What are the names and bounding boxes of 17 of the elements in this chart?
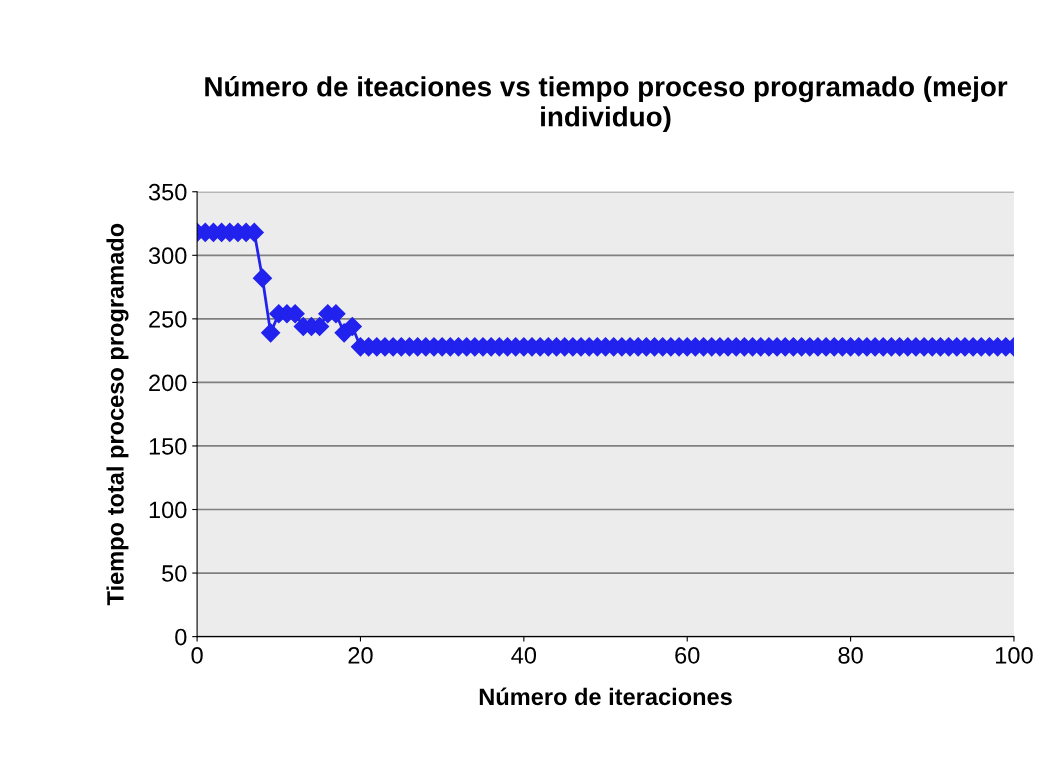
x-tick-label: 0: [191, 646, 203, 664]
x-axis-title: Número de iteraciones: [479, 687, 732, 706]
x-tick-label: 100: [996, 646, 1033, 664]
y-tick-label: 0: [175, 628, 187, 646]
x-tick-label: 80: [838, 646, 863, 664]
x-tick-label: 20: [348, 646, 373, 664]
x-tick-label: 60: [675, 646, 700, 664]
chart-title: Número de iteaciones vs tiempo proceso programado (mejor individuo): [205, 75, 1008, 133]
y-tick-label: 250: [149, 310, 187, 328]
y-tick-label: 150: [149, 438, 187, 455]
y-tick-label: 50: [162, 565, 187, 582]
y-tick-label: 350: [148, 183, 187, 201]
y-axis-title: Tiempo total proceso programado: [106, 223, 129, 606]
y-tick-label: 200: [149, 374, 187, 392]
x-tick-label: 40: [511, 646, 537, 664]
y-tick-label: 100: [149, 501, 187, 519]
y-tick-label: 300: [148, 247, 187, 265]
